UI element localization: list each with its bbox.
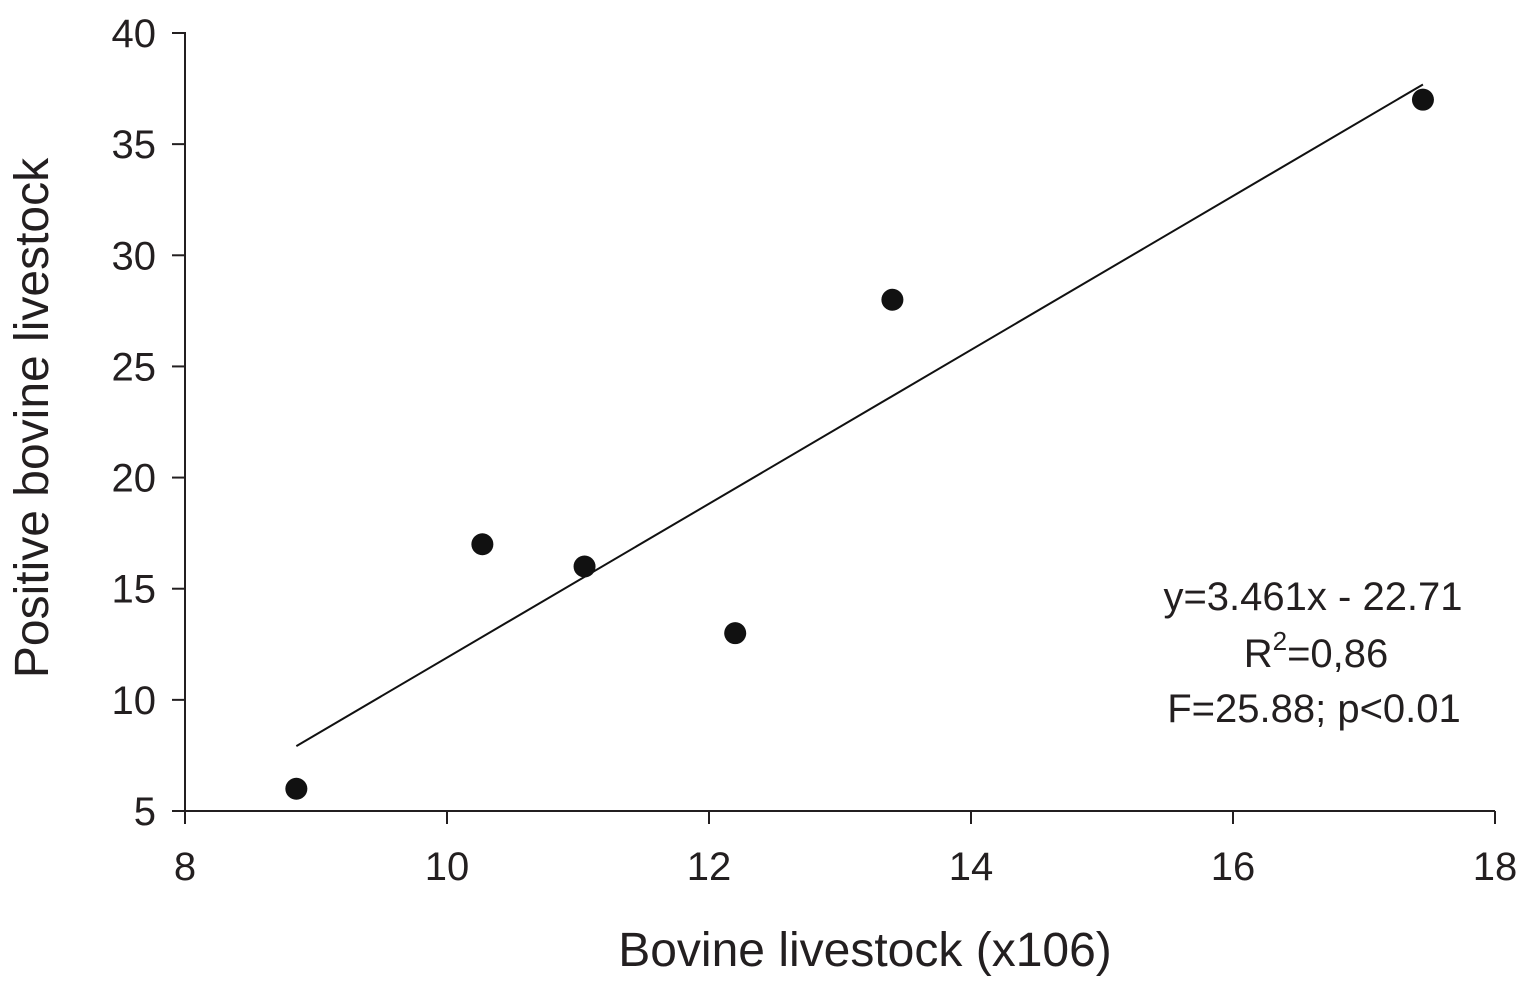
regression-equation: y=3.461x - 22.71 (1163, 575, 1462, 619)
x-axis-ticks: 8 10 12 14 16 18 (174, 811, 1517, 889)
data-point (724, 622, 747, 645)
data-point (471, 533, 494, 556)
y-axis-title: Positive bovine livestock (6, 157, 59, 678)
r-squared-superscript: 2 (1273, 626, 1287, 656)
data-point (881, 288, 904, 311)
f-statistic: F=25.88; p<0.01 (1167, 687, 1461, 731)
y-tick-label: 35 (112, 123, 157, 167)
r-squared-label: R2=0,86 (1244, 626, 1389, 676)
data-points (285, 88, 1434, 800)
x-tick-label: 18 (1473, 845, 1517, 889)
y-tick-label: 30 (112, 234, 157, 278)
x-axis-title: Bovine livestock (x106) (618, 924, 1112, 977)
data-point (573, 555, 596, 578)
axes (184, 32, 1495, 812)
y-axis-ticks: 5 10 15 20 25 30 35 40 (112, 12, 185, 834)
r-squared-value: =0,86 (1287, 632, 1388, 676)
x-tick-label: 16 (1211, 845, 1256, 889)
y-tick-label: 10 (112, 679, 157, 723)
data-point (1411, 88, 1434, 111)
y-tick-label: 25 (112, 345, 157, 389)
y-tick-label: 15 (112, 568, 157, 612)
x-tick-label: 10 (425, 845, 470, 889)
x-tick-label: 14 (949, 845, 994, 889)
trendline (295, 83, 1424, 747)
r-squared-prefix: R (1244, 632, 1273, 676)
data-point (285, 777, 308, 800)
x-tick-label: 12 (687, 845, 732, 889)
regression-annotation: y=3.461x - 22.71 R2=0,86 F=25.88; p<0.01 (1163, 575, 1462, 731)
y-tick-label: 20 (112, 457, 157, 501)
x-tick-label: 8 (174, 845, 196, 889)
y-tick-label: 5 (134, 790, 156, 834)
y-tick-label: 40 (112, 12, 157, 56)
